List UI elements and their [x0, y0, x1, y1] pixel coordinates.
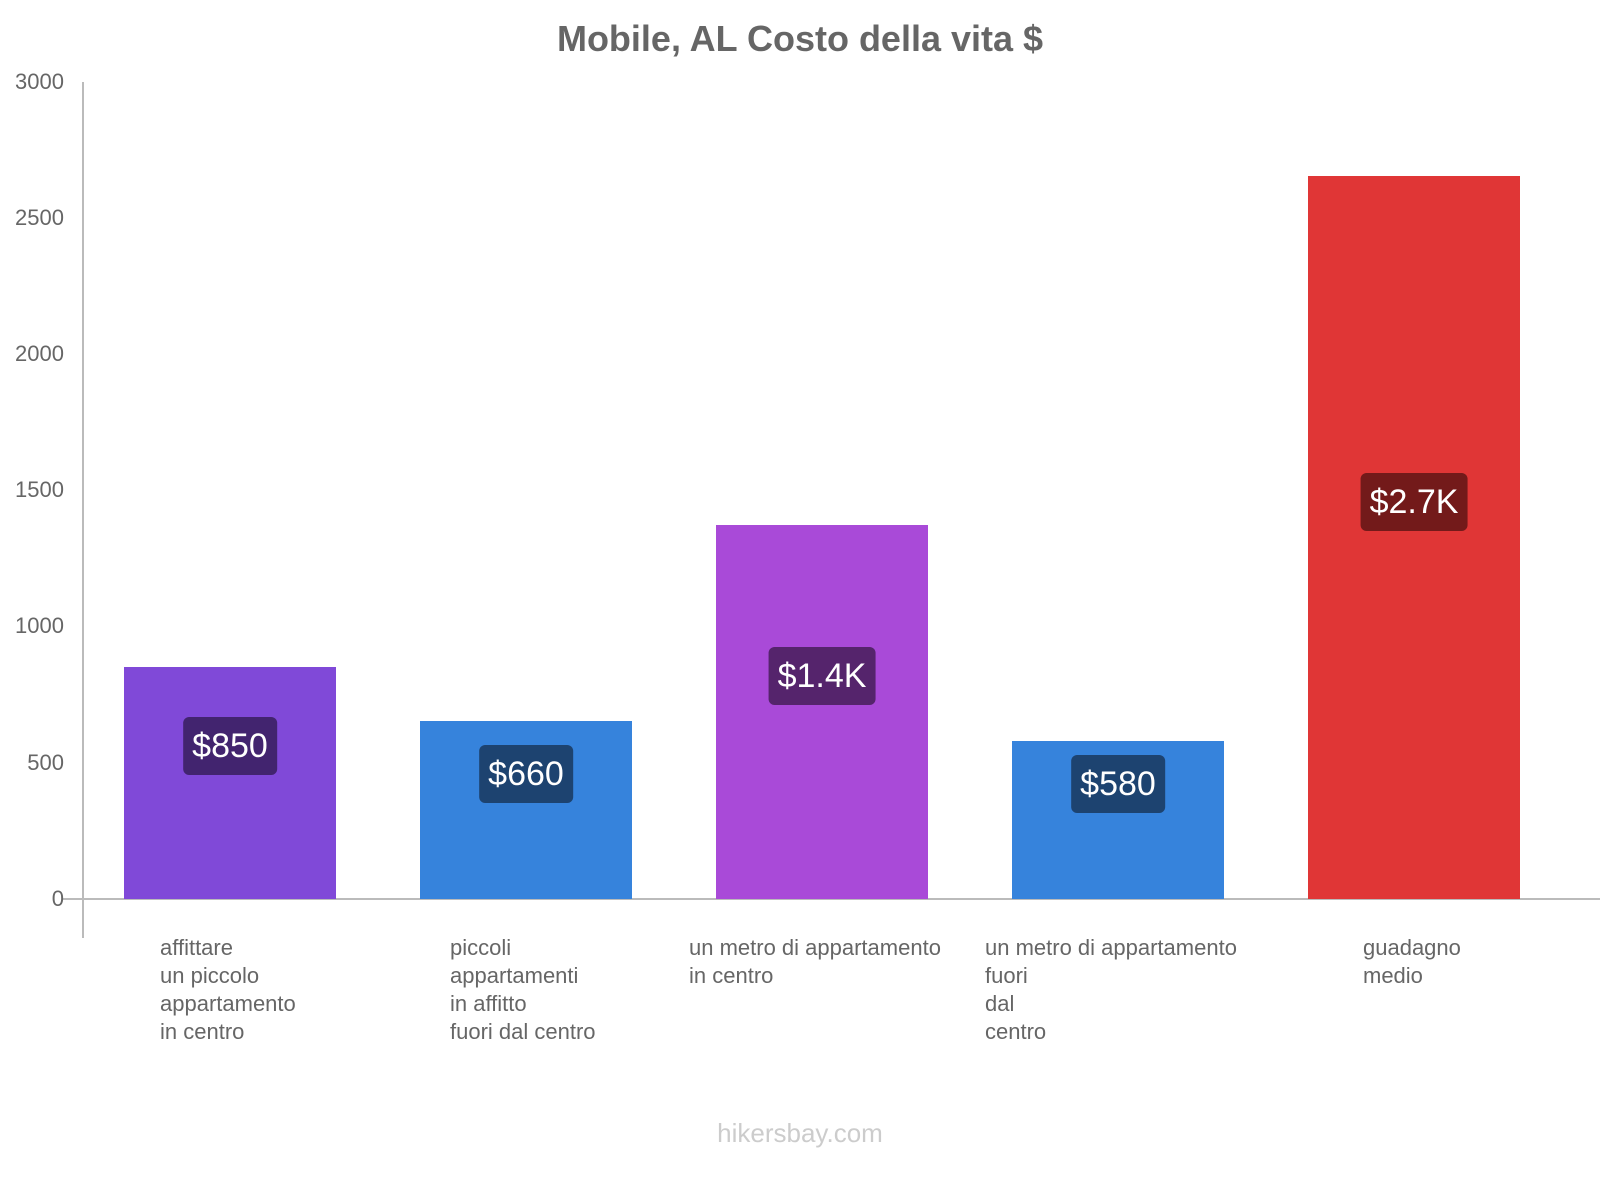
bar-value-label: $580: [1071, 755, 1165, 813]
x-label-affittare-piccolo-centro: affittare un piccolo appartamento in cen…: [160, 935, 296, 1044]
bar-value-label: $850: [183, 717, 277, 775]
y-tick-500: 500: [27, 750, 64, 775]
x-label-metro-centro: un metro di appartamento in centro: [689, 935, 941, 988]
y-tick-3000: 3000: [15, 69, 64, 94]
bar-value-label: $1.4K: [768, 647, 876, 705]
chart-title: Mobile, AL Costo della vita $: [556, 18, 1044, 59]
bar-piccoli-fuori-centro[interactable]: $660: [420, 721, 632, 899]
y-tick-2000: 2000: [15, 341, 64, 366]
bar-value-label: $2.7K: [1360, 473, 1468, 531]
bar-guadagno-medio[interactable]: $2.7K: [1308, 176, 1520, 899]
bar-value-label: $660: [479, 745, 573, 803]
y-tick-2500: 2500: [15, 205, 64, 230]
bar-metro-centro[interactable]: $1.4K: [716, 525, 928, 899]
y-tick-0: 0: [51, 886, 64, 911]
x-label-metro-fuori-centro: un metro di appartamento fuori dal centr…: [985, 935, 1237, 1044]
y-tick-1000: 1000: [15, 613, 64, 638]
y-tick-1500: 1500: [15, 477, 64, 502]
y-axis-line: [82, 82, 84, 938]
bar-metro-fuori-centro[interactable]: $580: [1012, 741, 1224, 899]
x-label-guadagno-medio: guadagno medio: [1363, 935, 1461, 988]
watermark: hikersbay.com: [717, 1118, 883, 1148]
x-label-piccoli-fuori-centro: piccoli appartamenti in affitto fuori da…: [450, 935, 596, 1044]
x-axis-line: [62, 898, 1600, 900]
bar-affittare-piccolo-centro[interactable]: $850: [124, 667, 336, 899]
